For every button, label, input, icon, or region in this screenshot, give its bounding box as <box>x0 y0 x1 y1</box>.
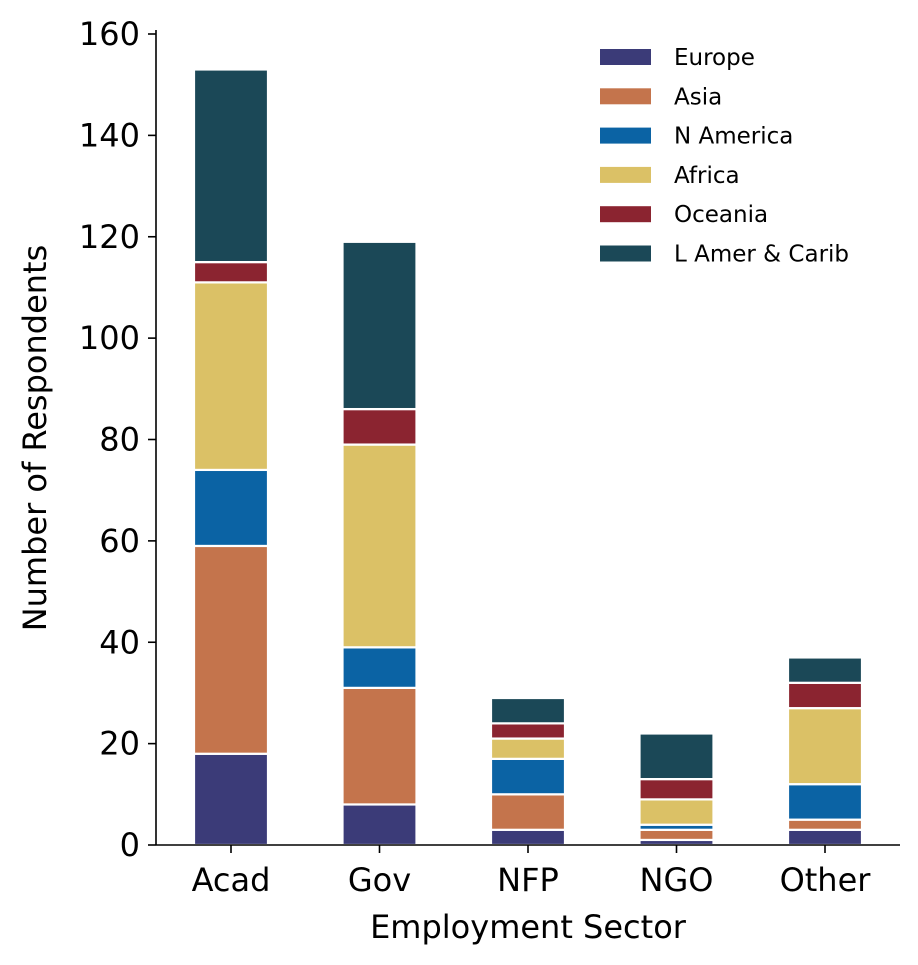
bars-layer <box>192 68 864 847</box>
bar-segment-nfp-oceania <box>489 722 567 740</box>
bar-segment-other-asia <box>786 818 864 831</box>
bar-segment-ngo-oceania <box>638 778 715 801</box>
bar-segment-gov-l-amer-carib <box>341 240 418 411</box>
bar-segment-gov-africa <box>341 443 418 649</box>
legend-swatch <box>600 127 651 144</box>
legend: Europe Asia N America Africa Oceania L Amer &… <box>600 45 849 268</box>
x-tick-label: Other <box>780 861 872 899</box>
y-tick-label: 160 <box>79 15 140 53</box>
x-tick-label: Acad <box>192 861 271 899</box>
bar-segment-acad-asia <box>192 544 270 755</box>
legend-swatch <box>600 88 651 105</box>
x-tick-label: NGO <box>640 861 714 899</box>
legend-label: L Amer & Carib <box>674 242 849 268</box>
y-tick-label: 120 <box>79 218 140 256</box>
bar-segment-other-oceania <box>786 681 864 710</box>
bar-segment-nfp-africa <box>489 737 567 760</box>
bar-segment-acad-l-amer-carib <box>192 68 270 264</box>
legend-swatch <box>600 166 651 183</box>
bar-segment-acad-oceania <box>192 260 270 284</box>
legend-label: Africa <box>674 163 740 189</box>
bar-segment-nfp-l-amer-carib <box>489 696 567 725</box>
bar-segment-nfp-n-america <box>489 757 567 796</box>
bar-segment-ngo-l-amer-carib <box>638 732 715 781</box>
bar-segment-gov-asia <box>341 686 418 806</box>
y-tick-label: 80 <box>99 421 140 459</box>
bar-segment-other-l-amer-carib <box>786 656 864 684</box>
bar-segment-other-europe <box>786 828 864 847</box>
bar-segment-acad-n-america <box>192 468 270 548</box>
bar-segment-ngo-africa <box>638 798 715 826</box>
legend-label: Oceania <box>674 202 768 228</box>
y-ticks: 0 20 40 60 80 100 120 140 160 <box>79 15 156 864</box>
x-tick-label: Gov <box>348 861 411 899</box>
bar-segment-gov-oceania <box>341 407 418 446</box>
y-tick-label: 100 <box>79 319 140 357</box>
legend-label: N America <box>674 124 793 150</box>
bar-segment-gov-n-america <box>341 646 418 689</box>
y-tick-label: 20 <box>99 725 140 763</box>
y-tick-label: 60 <box>99 522 140 560</box>
bar-segment-gov-europe <box>341 803 418 847</box>
legend-swatch <box>600 49 651 65</box>
y-tick-label: 40 <box>99 623 140 661</box>
bar-segment-ngo-asia <box>638 828 715 842</box>
y-tick-label: 140 <box>79 116 140 154</box>
x-axis-title: Employment Sector <box>370 908 687 946</box>
legend-swatch <box>600 245 651 262</box>
legend-label: Europe <box>674 45 755 71</box>
bar-segment-other-n-america <box>786 783 864 821</box>
y-tick-label: 0 <box>120 826 140 864</box>
bar-segment-other-africa <box>786 707 864 786</box>
bar-segment-acad-europe <box>192 752 270 847</box>
x-ticks: Acad Gov NFP NGO Other <box>192 845 872 899</box>
y-axis-title: Number of Respondents <box>16 245 54 632</box>
x-tick-label: NFP <box>497 861 559 899</box>
bar-segment-acad-africa <box>192 281 270 472</box>
bar-segment-nfp-asia <box>489 793 567 831</box>
legend-swatch <box>600 206 651 223</box>
legend-label: Asia <box>674 84 722 110</box>
bar-segment-nfp-europe <box>489 828 567 847</box>
